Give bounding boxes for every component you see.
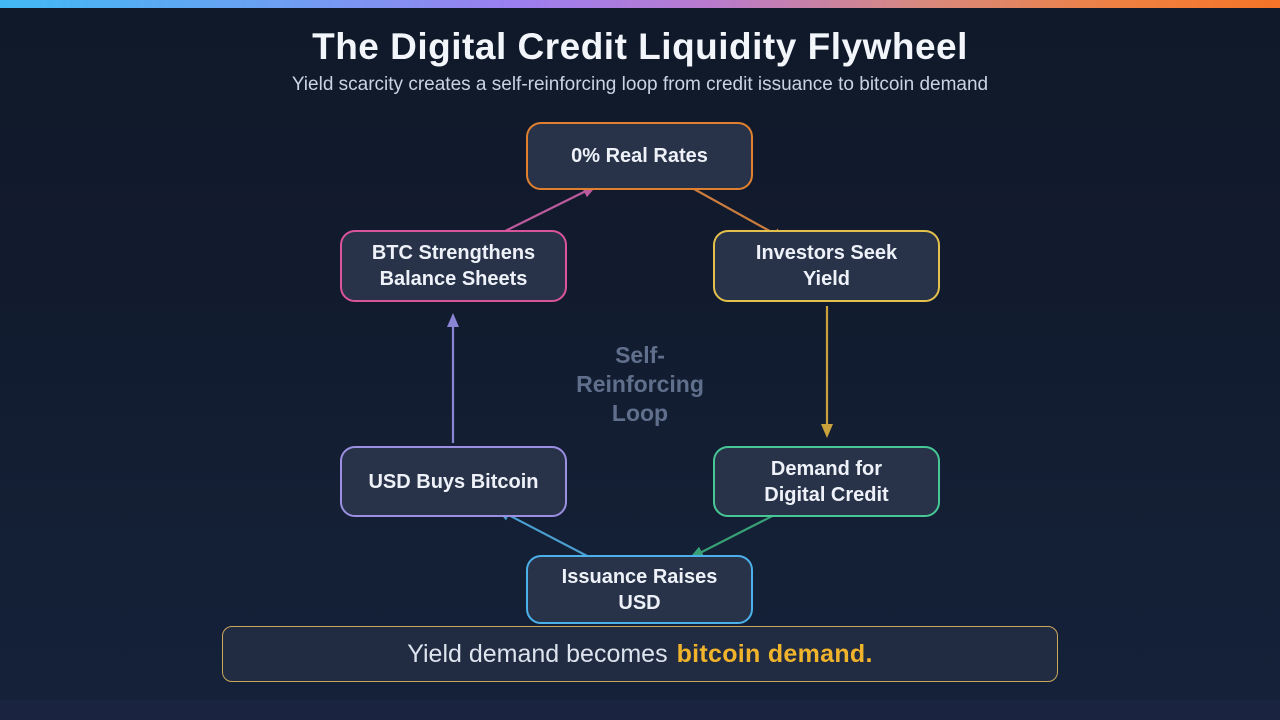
node-investors-seek-yield: Investors Seek Yield bbox=[713, 230, 940, 302]
page-title: The Digital Credit Liquidity Flywheel bbox=[312, 26, 968, 67]
node-issuance-raises-usd: Issuance Raises USD bbox=[526, 555, 753, 624]
self-reinforcing-loop-label: Self- Reinforcing Loop bbox=[576, 342, 704, 426]
node-btc-strengthens-balance-sheets: BTC Strengthens Balance Sheets bbox=[340, 230, 567, 302]
banner-text: Yield demand becomes bbox=[407, 639, 668, 668]
node-usd-buys-bitcoin: USD Buys Bitcoin bbox=[340, 446, 567, 517]
node-real-rates: 0% Real Rates bbox=[526, 122, 753, 190]
summary-banner: Yield demand becomes bitcoin demand. bbox=[222, 626, 1058, 682]
bottom-strip bbox=[0, 700, 1280, 720]
banner-highlight-text: bitcoin demand. bbox=[676, 639, 873, 668]
page-subtitle: Yield scarcity creates a self-reinforcin… bbox=[291, 74, 989, 95]
node-demand-for-digital-credit: Demand for Digital Credit bbox=[713, 446, 940, 517]
top-gradient-bar bbox=[0, 0, 1280, 8]
